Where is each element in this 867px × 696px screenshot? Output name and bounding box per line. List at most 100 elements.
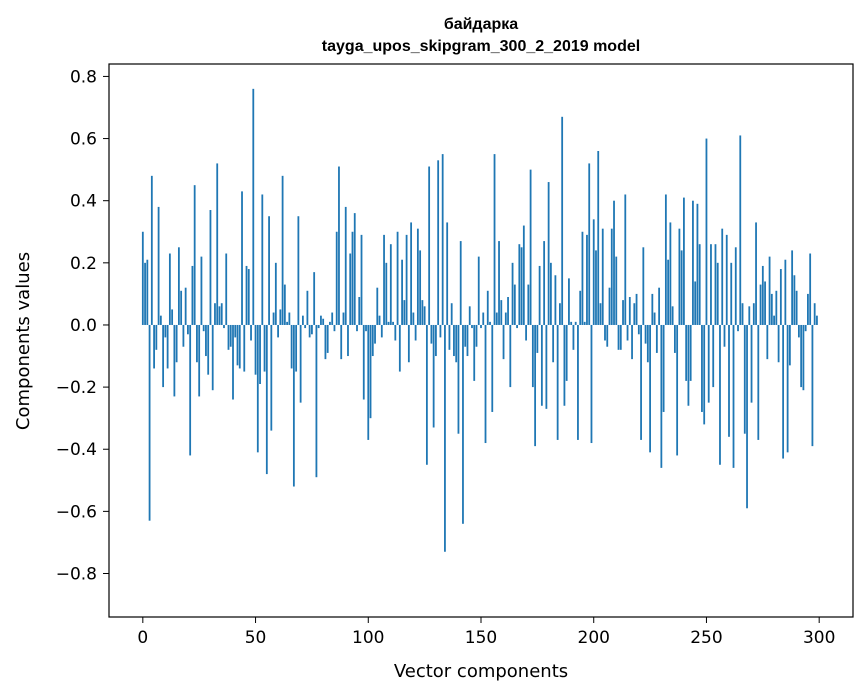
bar-150 [480,324,482,329]
bar-179 [545,324,548,409]
chart-title: байдарка [444,16,518,33]
bar-20 [187,324,189,335]
bar-240 [683,197,685,325]
bar-122 [416,228,419,325]
bar-171 [527,284,530,325]
bar-80 [322,318,325,325]
bar-175 [536,324,539,353]
bar-284 [782,324,785,459]
x-tick-label: 0 [137,628,148,648]
bar-262 [732,324,735,468]
bar-299 [816,315,818,325]
bar-32 [214,303,216,325]
y-tick-label: 0.4 [70,192,97,212]
bar-7 [157,206,160,325]
bar-144 [466,324,469,357]
bar-267 [743,324,746,434]
y-tick-label: 0.0 [70,316,97,336]
bar-257 [721,228,724,325]
bar-4 [150,175,153,325]
bar-173 [531,324,534,388]
bar-249 [703,324,706,425]
bar-194 [579,290,582,325]
bar-49 [252,88,255,325]
bar-245 [694,281,697,325]
bar-15 [175,324,178,363]
bar-116 [403,300,406,325]
bar-255 [716,262,719,325]
bar-224 [646,324,649,363]
bar-56 [268,216,270,325]
bar-290 [795,290,798,325]
bar-296 [809,253,812,325]
bar-93 [351,231,354,325]
bar-241 [685,324,688,381]
bar-211 [617,324,620,350]
bar-251 [707,324,710,403]
bar-31 [211,324,214,391]
bar-45 [243,324,246,372]
bar-108 [385,262,388,325]
bar-183 [554,275,557,325]
bar-44 [241,191,243,325]
bar-223 [644,324,647,344]
bar-279 [770,293,773,325]
bar-141 [459,241,462,325]
bar-132 [439,324,442,338]
bar-78 [317,324,320,329]
bar-280 [773,315,775,325]
bar-165 [513,284,516,325]
bar-127 [428,166,431,325]
bar-30 [209,210,212,325]
bar-120 [412,312,415,325]
bar-152 [484,324,487,444]
y-tick-label: −0.8 [56,565,97,585]
bar-193 [577,324,579,440]
bar-212 [619,324,622,350]
bar-34 [218,306,221,325]
bar-135 [446,222,449,325]
bar-63 [283,284,286,325]
bar-29 [207,324,210,375]
y-tick-label: 0.8 [70,67,97,87]
y-tick-label: −0.4 [56,440,97,460]
bar-39 [229,324,232,347]
bar-13 [171,309,174,325]
bar-57 [270,324,273,431]
bar-95 [356,324,358,332]
x-tick-label: 50 [245,628,267,648]
bar-202 [597,150,600,325]
bar-82 [326,324,329,353]
bar-162 [507,297,509,325]
bar-96 [358,297,361,325]
bar-201 [595,250,597,325]
bar-77 [315,324,318,478]
bar-79 [320,315,322,325]
bar-199 [590,324,593,444]
bar-25 [198,324,201,397]
bar-69 [297,216,300,325]
bar-275 [761,265,764,325]
bar-281 [775,290,778,325]
bar-11 [166,324,169,369]
bar-158 [498,241,500,325]
bar-176 [538,265,541,325]
bar-74 [308,324,311,338]
bar-60 [277,324,279,338]
bar-8 [159,315,162,325]
bar-28 [205,324,207,357]
bar-91 [347,324,349,357]
bar-52 [259,324,261,384]
bar-0 [141,231,144,325]
bar-125 [423,306,426,325]
bar-64 [286,321,289,325]
bar-213 [622,300,624,325]
y-tick-label: −0.6 [56,502,97,522]
bar-188 [565,324,568,381]
bar-123 [419,250,422,325]
bar-220 [637,324,640,335]
bar-231 [662,324,665,412]
bar-253 [712,324,715,388]
bar-209 [613,200,615,325]
bar-278 [768,256,771,325]
